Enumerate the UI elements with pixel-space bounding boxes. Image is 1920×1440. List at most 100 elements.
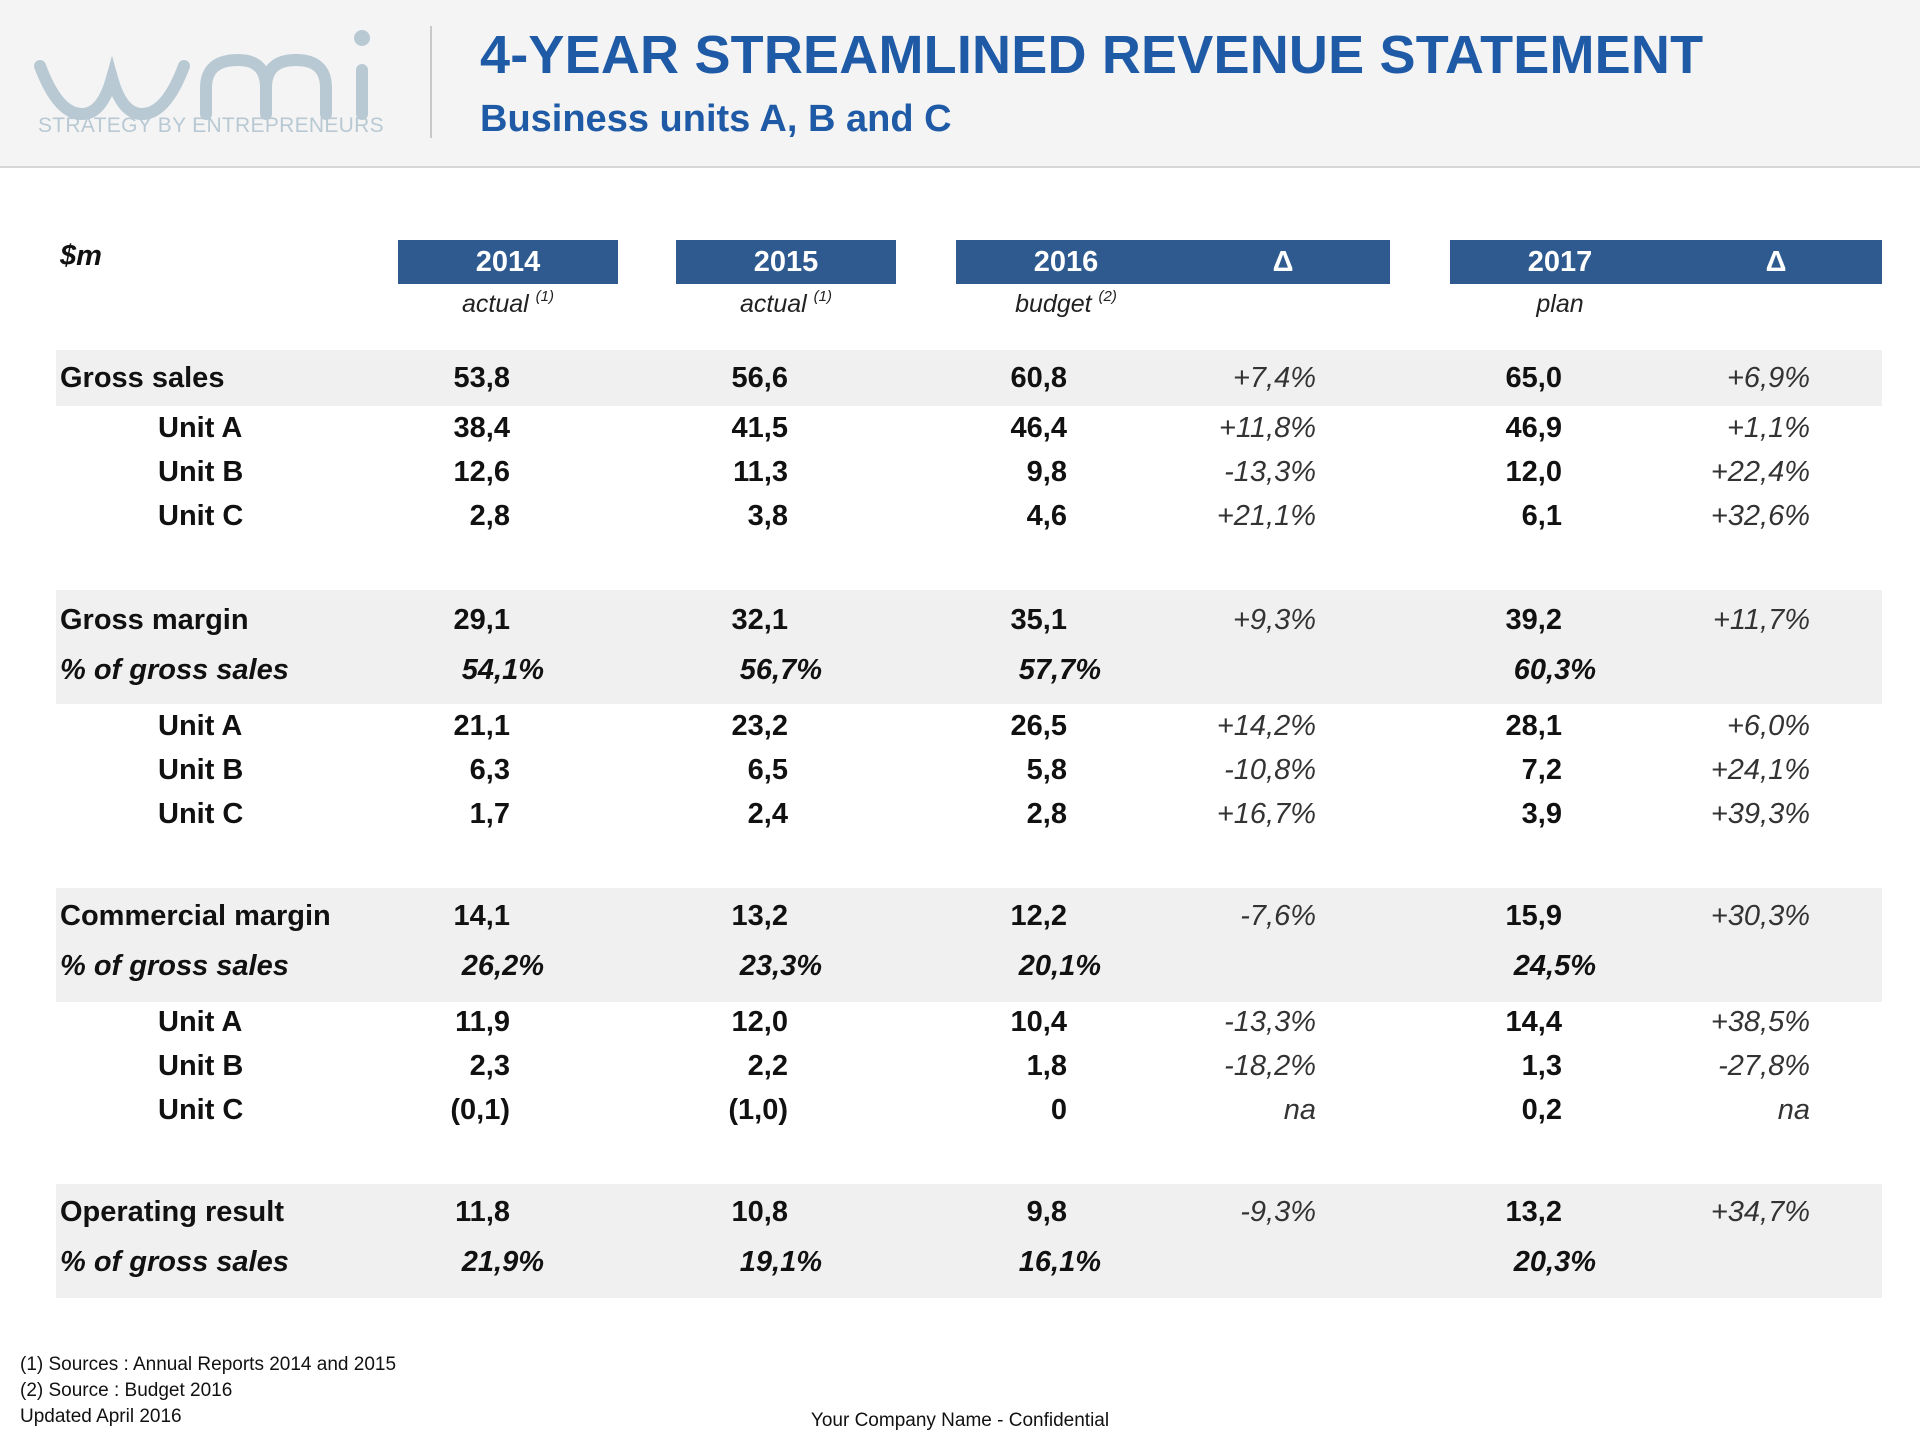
table-cell: 24,5% <box>1513 950 1596 982</box>
table-cell: +16,7% <box>1216 798 1316 830</box>
row-label: % of gross sales <box>60 1246 289 1278</box>
table-row: Unit C (0,1) (1,0) 0 na 0,2 na <box>0 1088 1920 1132</box>
table-cell: 23,3% <box>739 950 822 982</box>
band-gross-margin <box>56 590 1882 704</box>
row-label: Unit C <box>158 500 244 532</box>
unit-label: $m <box>60 240 102 272</box>
logo-tagline: STRATEGY BY ENTREPRENEURS <box>38 114 384 137</box>
table-cell: (0,1) <box>450 1094 510 1126</box>
row-label: Unit A <box>158 1006 243 1038</box>
table-cell: 4,6 <box>1026 500 1067 532</box>
table-cell: 12,0 <box>731 1006 788 1038</box>
table-row: Gross sales 53,8 56,6 60,8 +7,4% 65,0 +6… <box>0 356 1920 400</box>
table-cell: 46,9 <box>1505 412 1562 444</box>
table-row: % of gross sales 26,2% 23,3% 20,1% 24,5% <box>0 944 1920 988</box>
table-cell: 41,5 <box>731 412 788 444</box>
table-cell: 5,8 <box>1026 754 1067 786</box>
subheader-2017: plan <box>1536 290 1584 318</box>
row-label: % of gross sales <box>60 654 289 686</box>
row-label: Unit A <box>158 710 243 742</box>
table-cell: -18,2% <box>1224 1050 1316 1082</box>
table-row: % of gross sales 54,1% 56,7% 57,7% 60,3% <box>0 648 1920 692</box>
table-cell: 0,2 <box>1521 1094 1562 1126</box>
footnote-2: (2) Source : Budget 2016 <box>20 1380 233 1401</box>
table-cell: 20,3% <box>1513 1246 1596 1278</box>
table-cell: (1,0) <box>728 1094 788 1126</box>
table-cell: 2,8 <box>1026 798 1067 830</box>
table-cell: 13,2 <box>1505 1196 1562 1228</box>
table-cell: +11,8% <box>1218 412 1316 444</box>
table-cell: +11,7% <box>1712 604 1810 636</box>
table-cell: 56,6 <box>731 362 788 394</box>
table-cell: -10,8% <box>1224 754 1316 786</box>
table-cell: +39,3% <box>1710 798 1810 830</box>
table-row: Unit A 11,9 12,0 10,4 -13,3% 14,4 +38,5% <box>0 1000 1920 1044</box>
table-row: Unit A 38,4 41,5 46,4 +11,8% 46,9 +1,1% <box>0 406 1920 450</box>
table-cell: 29,1 <box>453 604 510 636</box>
table-cell: 53,8 <box>453 362 510 394</box>
table-cell: 12,0 <box>1505 456 1562 488</box>
header-2014: 2014 <box>398 240 618 284</box>
table-cell: 6,1 <box>1521 500 1562 532</box>
row-label: Unit A <box>158 412 243 444</box>
table-cell: 26,5 <box>1010 710 1067 742</box>
table-cell: 15,9 <box>1505 900 1562 932</box>
table-cell: +6,0% <box>1726 710 1810 742</box>
band-commercial-margin <box>56 888 1882 1002</box>
band-operating-result <box>56 1184 1882 1298</box>
table-cell: +21,1% <box>1216 500 1316 532</box>
table-row: Unit B 2,3 2,2 1,8 -18,2% 1,3 -27,8% <box>0 1044 1920 1088</box>
row-label: Unit B <box>158 754 244 786</box>
table-cell: 28,1 <box>1505 710 1562 742</box>
table-cell: 11,3 <box>733 456 788 488</box>
table-cell: 2,4 <box>747 798 788 830</box>
table-cell: -13,3% <box>1224 456 1316 488</box>
subheader-2015: actual (1) <box>739 288 832 318</box>
confidential-note: Your Company Name - Confidential <box>810 1410 1110 1431</box>
table-row: Commercial margin 14,1 13,2 12,2 -7,6% 1… <box>0 894 1920 938</box>
table-cell: 6,5 <box>747 754 788 786</box>
table-cell: 12,2 <box>1010 900 1067 932</box>
table-cell: 11,9 <box>455 1006 510 1038</box>
table-cell: +22,4% <box>1710 456 1810 488</box>
row-label: Unit C <box>158 1094 244 1126</box>
header-delta-2016: Δ <box>1272 246 1294 278</box>
table-cell: 32,1 <box>731 604 788 636</box>
table-cell: +6,9% <box>1726 362 1810 394</box>
row-label: Commercial margin <box>60 900 331 932</box>
table-cell: na <box>1283 1094 1316 1126</box>
header-2016-group: 2016 Δ <box>956 240 1390 284</box>
table-cell: 60,3% <box>1513 654 1596 686</box>
table-row: Operating result 11,8 10,8 9,8 -9,3% 13,… <box>0 1190 1920 1234</box>
table-cell: +7,4% <box>1232 362 1316 394</box>
row-label: Gross margin <box>60 604 249 636</box>
header-2017-group: 2017 Δ <box>1450 240 1882 284</box>
table-cell: 6,3 <box>469 754 510 786</box>
subheader-2016: budget (2) <box>1015 288 1117 318</box>
table-cell: +14,2% <box>1216 710 1316 742</box>
table-cell: 60,8 <box>1010 362 1067 394</box>
table-row: % of gross sales 21,9% 19,1% 16,1% 20,3% <box>0 1240 1920 1284</box>
table-cell: 11,8 <box>455 1196 510 1228</box>
header-2017: 2017 <box>1527 246 1593 278</box>
table-cell: 2,3 <box>469 1050 510 1082</box>
subheader-2014: actual (1) <box>461 288 554 318</box>
table-cell: -13,3% <box>1224 1006 1316 1038</box>
table-row: Unit C 1,7 2,4 2,8 +16,7% 3,9 +39,3% <box>0 792 1920 836</box>
row-label: Unit B <box>158 1050 244 1082</box>
row-label: Gross sales <box>60 362 225 394</box>
page-subtitle: Business units A, B and C <box>480 98 952 140</box>
table-cell: 39,2 <box>1505 604 1562 636</box>
table-cell: 46,4 <box>1010 412 1067 444</box>
table-cell: +38,5% <box>1710 1006 1810 1038</box>
header-divider <box>430 26 432 138</box>
table-cell: -27,8% <box>1718 1050 1810 1082</box>
table-cell: 2,8 <box>469 500 510 532</box>
table-cell: +34,7% <box>1710 1196 1810 1228</box>
table-cell: na <box>1777 1094 1810 1126</box>
row-label: Operating result <box>60 1196 284 1228</box>
row-label: Unit B <box>158 456 244 488</box>
table-cell: 54,1% <box>461 654 544 686</box>
updated-date: Updated April 2016 <box>20 1406 182 1427</box>
table-cell: +24,1% <box>1710 754 1810 786</box>
